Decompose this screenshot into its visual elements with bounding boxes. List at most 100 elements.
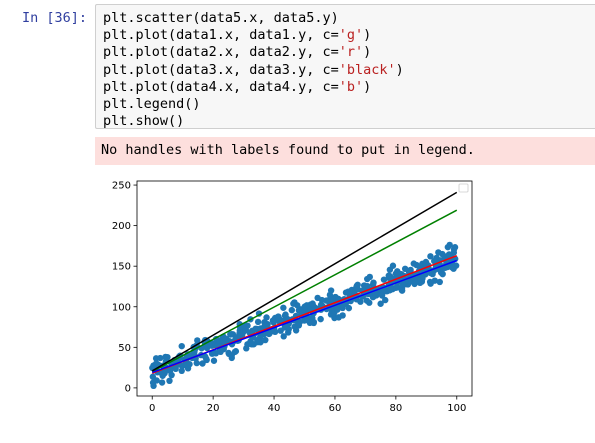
scatter-point (381, 287, 388, 294)
scatter-point (439, 250, 446, 258)
scatter-point (378, 292, 386, 299)
scatter-point (262, 336, 269, 344)
scatter-point (345, 304, 353, 312)
scatter-point (270, 319, 277, 326)
scatter-point (295, 307, 303, 314)
scatter-point (237, 332, 244, 340)
scatter-point (232, 348, 240, 355)
scatter-point (168, 371, 175, 379)
x-tick-label: 40 (268, 403, 281, 414)
scatter-point (164, 353, 171, 361)
stderr-output: No handles with labels found to put in l… (95, 137, 595, 165)
y-tick-label: 200 (112, 221, 131, 232)
scatter-point (158, 379, 166, 386)
scatter-point (387, 285, 394, 292)
scatter-point (150, 382, 157, 390)
scatter-point (217, 348, 224, 356)
scatter-point (445, 251, 453, 258)
scatter-point (427, 253, 434, 260)
x-tick-label: 20 (207, 403, 220, 414)
scatter-point (280, 333, 287, 340)
scatter-point (339, 312, 346, 319)
scatter-point (399, 281, 407, 288)
scatter-point (444, 263, 451, 271)
scatter-point (426, 278, 434, 286)
scatter-point (309, 300, 316, 307)
series-line (151, 191, 458, 372)
x-tick-label: 100 (447, 403, 466, 414)
scatter-point (410, 260, 417, 267)
scatter-point (411, 279, 419, 286)
scatter-point (323, 297, 330, 304)
scatter-point (317, 315, 324, 323)
y-tick-label: 50 (118, 343, 131, 354)
code-line: plt.scatter(data5.x, data5.y) (103, 10, 339, 26)
code-line: plt.legend() (103, 96, 201, 113)
scatter-point (280, 304, 287, 311)
scatter-point (153, 377, 160, 384)
scatter-point (308, 314, 316, 322)
scatter-point (288, 306, 296, 314)
code-line: plt.plot(data1.x, data1.y, c='g') (103, 27, 372, 44)
scatter-point (295, 320, 302, 328)
scatter-point (194, 337, 201, 344)
legend-box (458, 183, 469, 193)
scatter-point (444, 243, 452, 251)
cell-prompt: In [36]: (22, 10, 88, 26)
y-tick-label: 150 (112, 262, 131, 273)
y-tick-label: 0 (125, 383, 131, 394)
scatter-point (152, 355, 160, 362)
scatter-point (275, 315, 283, 322)
scatter-point (282, 311, 289, 318)
scatter-point (153, 360, 160, 367)
scatter-point (382, 296, 389, 304)
x-tick-label: 60 (329, 403, 342, 414)
series-line (151, 209, 458, 373)
scatter-point (292, 327, 300, 334)
scatter-point (225, 349, 232, 357)
scatter-point (285, 329, 292, 336)
scatter-point (366, 273, 373, 281)
scatter-point (209, 350, 216, 357)
scatter-point (377, 300, 384, 307)
scatter-point (227, 331, 234, 338)
scatter-point (210, 357, 218, 364)
scatter-point (254, 318, 262, 326)
scatter-point (306, 319, 314, 326)
scatter-point (436, 278, 443, 286)
scatter-point (205, 342, 213, 349)
scatter-point (369, 281, 377, 288)
scatter-point (357, 298, 364, 305)
scatter-point (401, 265, 409, 273)
scatter-point (344, 288, 352, 295)
series-line (151, 259, 458, 374)
scatter-point (380, 276, 388, 283)
scatter-point (166, 377, 173, 385)
scatter-point (398, 287, 406, 294)
scatter-point (290, 300, 297, 307)
axes-frame (136, 180, 473, 397)
scatter-point (326, 291, 334, 299)
scatter-point (439, 270, 446, 278)
scatter-point (366, 299, 373, 306)
scatter-point (199, 360, 206, 367)
scatter-plot-chart: 0 20 40 60 80 100 0 50 100 150 200 250 (112, 180, 473, 414)
code-cell-editor[interactable]: plt.scatter(data5.x, data5.y) plt.plot(da… (95, 4, 595, 129)
scatter-point (178, 367, 185, 375)
scatter-point (334, 306, 341, 313)
scatter-point (186, 360, 193, 368)
code-line: plt.plot(data4.x, data4.y, c='b') (103, 78, 372, 95)
x-tick-label: 0 (149, 403, 155, 414)
scatter-point (243, 345, 250, 352)
stderr-text: No handles with labels found to put in l… (101, 142, 475, 158)
x-tick-label: 80 (389, 403, 402, 414)
scatter-point (263, 314, 270, 321)
scatter-point (389, 262, 397, 269)
y-tick-label: 250 (112, 181, 131, 192)
code-line: plt.plot(data3.x, data3.y, c='black') (103, 61, 404, 78)
code-line: plt.show() (103, 113, 185, 130)
scatter-point (301, 303, 309, 310)
scatter-point (203, 356, 210, 364)
scatter-point (361, 282, 368, 289)
scatter-point (159, 372, 166, 379)
